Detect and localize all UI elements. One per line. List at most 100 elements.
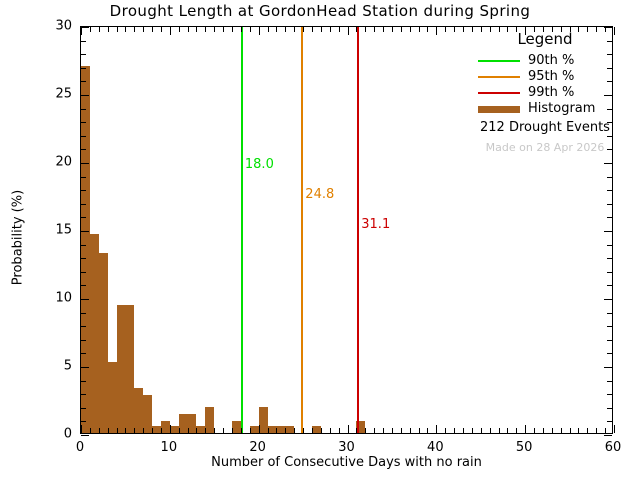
tick-mark [454,428,456,433]
tick-mark [223,27,225,32]
tick-mark [462,428,464,433]
legend-items: 90th % 95th % 99th % Histogram [470,53,620,117]
tick-mark [607,67,612,69]
tick-mark [607,271,612,273]
tick-mark [604,95,612,96]
tick-mark [81,27,89,28]
tick-mark [516,27,518,32]
tick-mark [81,244,86,246]
tick-mark [471,428,473,433]
tick-mark [178,27,180,32]
tick-mark [365,27,367,32]
tick-mark [607,122,612,124]
tick-mark [587,428,589,433]
tick-mark [607,258,612,260]
tick-mark [607,380,612,382]
histogram-bar [160,420,170,433]
tick-mark [480,428,482,433]
tick-mark [81,425,82,433]
plot-area: 18.0 24.8 31.1 [80,26,615,436]
tick-mark [89,428,91,433]
tick-mark [607,190,612,192]
tick-mark [249,27,251,32]
tick-mark [196,27,198,32]
tick-mark [596,428,598,433]
percentile-lines: 18.0 24.8 31.1 [81,27,612,433]
tick-mark [498,27,500,32]
axis-ticks [81,27,615,436]
legend-swatch-icon [478,76,520,78]
tick-mark [143,27,145,32]
tick-mark [607,339,612,341]
tick-mark [196,428,198,433]
legend-item: 90th % [470,53,620,69]
histogram-bar [152,426,161,433]
legend-item-label: 99th % [528,85,575,100]
legend-item-label: 95th % [528,69,575,84]
tick-mark [81,435,89,436]
tick-mark [303,428,305,433]
tick-mark [614,425,615,433]
histogram-bars [81,27,612,433]
x-tick-label: 10 [160,440,178,455]
y-tick-label: 10 [55,290,72,306]
tick-mark [498,428,500,433]
tick-mark [214,27,216,32]
tick-mark [81,81,86,83]
tick-mark [607,394,612,396]
histogram-bar [311,426,321,433]
tick-mark [285,428,287,433]
tick-mark [596,27,598,32]
tick-mark [125,27,127,32]
tick-mark [436,27,438,35]
legend-item: 95th % [470,69,620,85]
legend-title: Legend [517,30,573,48]
histogram-bar [143,394,153,433]
percentile-label-24.8: 24.8 [305,187,335,202]
tick-mark [81,394,86,396]
tick-mark [427,27,429,32]
legend-event-count: 212 Drought Events [480,120,610,135]
tick-mark [347,425,349,433]
tick-mark [81,380,86,382]
tick-mark [560,428,562,433]
histogram-bar [285,426,295,433]
tick-mark [607,326,612,328]
tick-mark [356,27,358,32]
tick-mark [604,231,612,232]
tick-mark [607,40,612,42]
tick-mark [604,299,612,300]
histogram-bar [116,305,126,433]
tick-mark [205,27,207,32]
tick-mark [134,428,136,433]
tick-mark [560,27,562,32]
tick-mark [507,428,509,433]
tick-mark [187,428,189,433]
tick-mark [267,27,269,32]
tick-mark [169,27,171,35]
legend-item-label: 90th % [528,53,575,68]
tick-mark [311,428,313,433]
histogram-bar [169,426,179,433]
tick-mark [462,27,464,32]
histogram-bar [107,362,117,433]
tick-mark [81,108,86,110]
histogram-bar [258,407,268,433]
tick-mark [81,54,86,56]
histogram-bar [187,413,197,433]
y-tick-label: 20 [55,154,72,170]
histogram-bar [267,426,277,433]
tick-mark [81,122,86,124]
tick-mark [542,428,544,433]
tick-mark [607,108,612,110]
tick-mark [569,428,571,433]
tick-mark [489,428,491,433]
tick-mark [81,326,86,328]
tick-mark [205,428,207,433]
tick-mark [614,27,615,35]
tick-mark [607,285,612,287]
tick-mark [258,425,260,433]
tick-mark [81,135,86,137]
tick-mark [81,95,89,96]
legend: Legend 90th % 95th % 99th % Histogram 212 D… [470,30,620,154]
